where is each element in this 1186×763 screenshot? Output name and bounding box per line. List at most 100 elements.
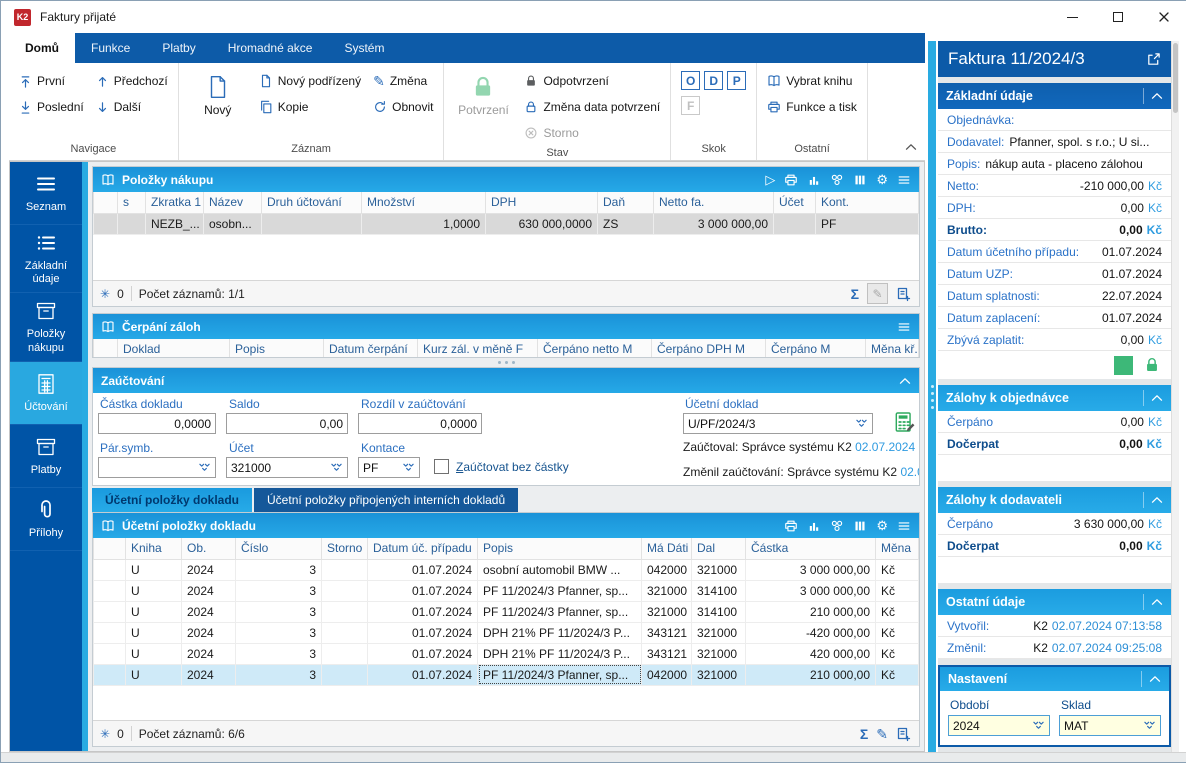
jump-d-button[interactable]: D (704, 71, 724, 90)
edit-icon[interactable]: ✎ (867, 283, 888, 304)
select-book-button[interactable]: Vybrat knihu (767, 71, 857, 91)
col-mena[interactable]: Měna (875, 538, 919, 560)
cell-cislo[interactable]: 3 (235, 558, 322, 581)
close-button[interactable] (1141, 1, 1186, 33)
col-datum-cerpani[interactable]: Datum čerpání (323, 339, 418, 357)
cell-datum[interactable]: 01.07.2024 (367, 621, 478, 644)
col-selector[interactable] (93, 538, 126, 560)
cell-datum[interactable]: 01.07.2024 (367, 579, 478, 602)
cell-cislo[interactable]: 3 (235, 663, 322, 686)
collapse-chevron-icon[interactable] (1151, 92, 1163, 100)
cell-ob[interactable]: 2024 (181, 600, 236, 623)
col-s[interactable]: s (117, 192, 146, 214)
cell-datum[interactable]: 01.07.2024 (367, 663, 478, 686)
dropdown-icon[interactable] (855, 418, 868, 429)
col-castka[interactable]: Částka (745, 538, 876, 560)
new-button[interactable]: Nový (189, 71, 247, 117)
filter-asterisk-icon[interactable]: ✳ (100, 286, 111, 301)
section-header[interactable]: Zálohy k objednávce (938, 385, 1171, 411)
cell-popis[interactable]: osobní automobil BMW ... (477, 558, 642, 581)
cell-selector[interactable] (93, 558, 126, 581)
table-row-selected[interactable]: U 2024 3 01.07.2024 PF 11/2024/3 Pfanner… (93, 663, 919, 686)
table-row[interactable]: U 2024 3 01.07.2024 PF 11/2024/3 Pfanner… (93, 579, 919, 602)
cell-dph[interactable]: 630 000,0000 (485, 212, 598, 235)
sidebar-item-zakladni-udaje[interactable]: Základní údaje (10, 225, 82, 294)
cell-datum[interactable]: 01.07.2024 (367, 600, 478, 623)
cell-ob[interactable]: 2024 (181, 621, 236, 644)
confirm-button[interactable]: Potvrzení (454, 71, 512, 117)
castka-dokladu-field[interactable]: 0,0000 (98, 413, 216, 434)
rozdil-field[interactable]: 0,0000 (358, 413, 482, 434)
col-mnozstvi[interactable]: Množství (361, 192, 486, 214)
collapse-chevron-icon[interactable] (1151, 496, 1163, 504)
col-cislo[interactable]: Číslo (235, 538, 322, 560)
horizontal-splitter[interactable] (92, 358, 920, 367)
chart-icon[interactable] (807, 173, 821, 187)
relations-icon[interactable] (830, 519, 844, 533)
col-netto[interactable]: Netto fa. (653, 192, 774, 214)
copy-add-icon[interactable] (896, 286, 912, 302)
col-ob[interactable]: Ob. (181, 538, 236, 560)
cell-kniha[interactable]: U (125, 621, 182, 644)
cell-dal[interactable]: 321000 (691, 663, 746, 686)
col-cerpano-netto[interactable]: Čerpáno netto M (537, 339, 652, 357)
cell-selector[interactable] (93, 642, 126, 665)
cell-madati[interactable]: 343121 (641, 642, 692, 665)
col-kurz[interactable]: Kurz zál. v měně F (417, 339, 538, 357)
cell-kniha[interactable]: U (125, 600, 182, 623)
cell-popis[interactable]: DPH 21% PF 11/2024/3 P... (477, 642, 642, 665)
cell-castka[interactable]: -420 000,00 (745, 621, 876, 644)
cell-netto[interactable]: 3 000 000,00 (653, 212, 774, 235)
cell-dal[interactable]: 314100 (691, 579, 746, 602)
sidebar-item-uctovani[interactable]: Účtování (10, 361, 82, 425)
col-dph[interactable]: DPH (485, 192, 598, 214)
col-datum[interactable]: Datum úč. případu (367, 538, 478, 560)
cell-mena[interactable]: Kč (875, 621, 919, 644)
dropdown-icon[interactable] (1143, 720, 1156, 731)
cell-selector[interactable] (93, 600, 126, 623)
open-in-window-icon[interactable] (1146, 52, 1161, 67)
tab-ucetni-polozky-dokladu[interactable]: Účetní položky dokladu (92, 488, 253, 512)
print-icon[interactable] (784, 519, 798, 533)
col-nazev[interactable]: Název (203, 192, 262, 214)
previous-button[interactable]: Předchozí (96, 71, 168, 91)
jump-o-button[interactable]: O (681, 71, 701, 90)
sidebar-item-prilohy[interactable]: Přílohy (10, 488, 82, 551)
col-selector[interactable] (93, 192, 118, 214)
filter-asterisk-icon[interactable]: ✳ (100, 726, 111, 741)
collapse-chevron-icon[interactable] (1149, 675, 1161, 683)
settings-gear-icon[interactable]: ⚙ (876, 518, 888, 533)
col-madati[interactable]: Má Dáti (641, 538, 692, 560)
cell-cislo[interactable]: 3 (235, 579, 322, 602)
cell-ob[interactable]: 2024 (181, 579, 236, 602)
jump-p-button[interactable]: P (727, 71, 747, 90)
col-cerpano-dph[interactable]: Čerpáno DPH M (651, 339, 766, 357)
cell-cislo[interactable]: 3 (235, 642, 322, 665)
cell-cislo[interactable]: 3 (235, 600, 322, 623)
cell-datum[interactable]: 01.07.2024 (367, 558, 478, 581)
cell-ob[interactable]: 2024 (181, 558, 236, 581)
cell-popis[interactable]: PF 11/2024/3 Pfanner, sp... (477, 600, 642, 623)
dropdown-icon[interactable] (330, 462, 343, 473)
change-confirm-date-button[interactable]: Změna data potvrzení (524, 97, 660, 117)
tab-system[interactable]: Systém (344, 41, 385, 55)
sidebar-item-seznam[interactable]: Seznam (10, 162, 82, 225)
cell-mena[interactable]: Kč (875, 642, 919, 665)
cell-popis[interactable]: PF 11/2024/3 Pfanner, sp... (477, 579, 642, 602)
sum-icon[interactable]: Σ (850, 285, 859, 302)
cell-mena[interactable]: Kč (875, 600, 919, 623)
cell-dal[interactable]: 321000 (691, 558, 746, 581)
cell-selector[interactable] (93, 579, 126, 602)
jump-f-button[interactable]: F (681, 96, 701, 115)
tab-funkce[interactable]: Funkce (91, 41, 131, 55)
cell-selector[interactable] (93, 621, 126, 644)
cell-kniha[interactable]: U (125, 558, 182, 581)
cell-madati[interactable]: 321000 (641, 600, 692, 623)
cell-castka[interactable]: 210 000,00 (745, 663, 876, 686)
unconfirm-button[interactable]: Odpotvrzení (524, 71, 660, 91)
dropdown-icon[interactable] (198, 462, 211, 473)
col-zkratka[interactable]: Zkratka 1 (145, 192, 204, 214)
copy-button[interactable]: Kopie (259, 97, 361, 117)
cell-zkratka[interactable]: NEZB_... (145, 212, 204, 235)
copy-add-icon[interactable] (896, 726, 912, 742)
